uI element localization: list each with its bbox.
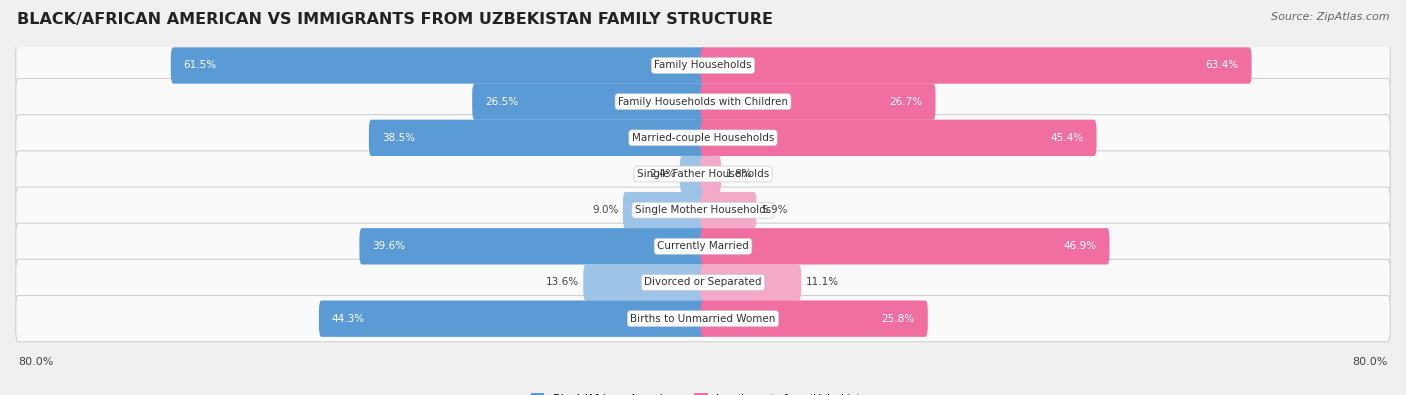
FancyBboxPatch shape xyxy=(319,301,706,337)
FancyBboxPatch shape xyxy=(15,187,1391,233)
Text: 44.3%: 44.3% xyxy=(332,314,366,324)
FancyBboxPatch shape xyxy=(700,264,801,301)
FancyBboxPatch shape xyxy=(700,120,1097,156)
FancyBboxPatch shape xyxy=(360,228,706,265)
FancyBboxPatch shape xyxy=(15,79,1391,125)
FancyBboxPatch shape xyxy=(15,151,1391,197)
Text: Divorced or Separated: Divorced or Separated xyxy=(644,278,762,288)
Text: 26.7%: 26.7% xyxy=(890,97,922,107)
Text: 63.4%: 63.4% xyxy=(1205,60,1239,70)
FancyBboxPatch shape xyxy=(700,47,1251,84)
FancyBboxPatch shape xyxy=(170,47,706,84)
Text: 38.5%: 38.5% xyxy=(382,133,415,143)
Text: 11.1%: 11.1% xyxy=(806,278,838,288)
Text: 80.0%: 80.0% xyxy=(18,357,53,367)
Text: BLACK/AFRICAN AMERICAN VS IMMIGRANTS FROM UZBEKISTAN FAMILY STRUCTURE: BLACK/AFRICAN AMERICAN VS IMMIGRANTS FRO… xyxy=(17,12,773,27)
FancyBboxPatch shape xyxy=(583,264,706,301)
FancyBboxPatch shape xyxy=(472,83,706,120)
FancyBboxPatch shape xyxy=(700,156,721,192)
Text: 46.9%: 46.9% xyxy=(1063,241,1097,251)
Text: 2.4%: 2.4% xyxy=(650,169,675,179)
Text: Source: ZipAtlas.com: Source: ZipAtlas.com xyxy=(1271,12,1389,22)
Text: 26.5%: 26.5% xyxy=(485,97,519,107)
FancyBboxPatch shape xyxy=(368,120,706,156)
Text: Single Father Households: Single Father Households xyxy=(637,169,769,179)
Text: 1.8%: 1.8% xyxy=(725,169,752,179)
Text: 61.5%: 61.5% xyxy=(184,60,217,70)
Text: 5.9%: 5.9% xyxy=(761,205,787,215)
Text: Currently Married: Currently Married xyxy=(657,241,749,251)
FancyBboxPatch shape xyxy=(700,301,928,337)
FancyBboxPatch shape xyxy=(679,156,706,192)
Text: 9.0%: 9.0% xyxy=(592,205,619,215)
Text: 80.0%: 80.0% xyxy=(1353,357,1388,367)
Legend: Black/African American, Immigrants from Uzbekistan: Black/African American, Immigrants from … xyxy=(526,389,880,395)
FancyBboxPatch shape xyxy=(15,42,1391,88)
FancyBboxPatch shape xyxy=(15,115,1391,161)
FancyBboxPatch shape xyxy=(623,192,706,228)
FancyBboxPatch shape xyxy=(700,192,756,228)
Text: 25.8%: 25.8% xyxy=(882,314,915,324)
Text: Single Mother Households: Single Mother Households xyxy=(636,205,770,215)
FancyBboxPatch shape xyxy=(15,295,1391,342)
FancyBboxPatch shape xyxy=(15,260,1391,306)
FancyBboxPatch shape xyxy=(700,228,1109,265)
Text: 39.6%: 39.6% xyxy=(373,241,405,251)
Text: Family Households with Children: Family Households with Children xyxy=(619,97,787,107)
FancyBboxPatch shape xyxy=(15,223,1391,269)
Text: 13.6%: 13.6% xyxy=(546,278,579,288)
Text: Births to Unmarried Women: Births to Unmarried Women xyxy=(630,314,776,324)
FancyBboxPatch shape xyxy=(700,83,935,120)
Text: Family Households: Family Households xyxy=(654,60,752,70)
Text: Married-couple Households: Married-couple Households xyxy=(631,133,775,143)
Text: 45.4%: 45.4% xyxy=(1050,133,1084,143)
